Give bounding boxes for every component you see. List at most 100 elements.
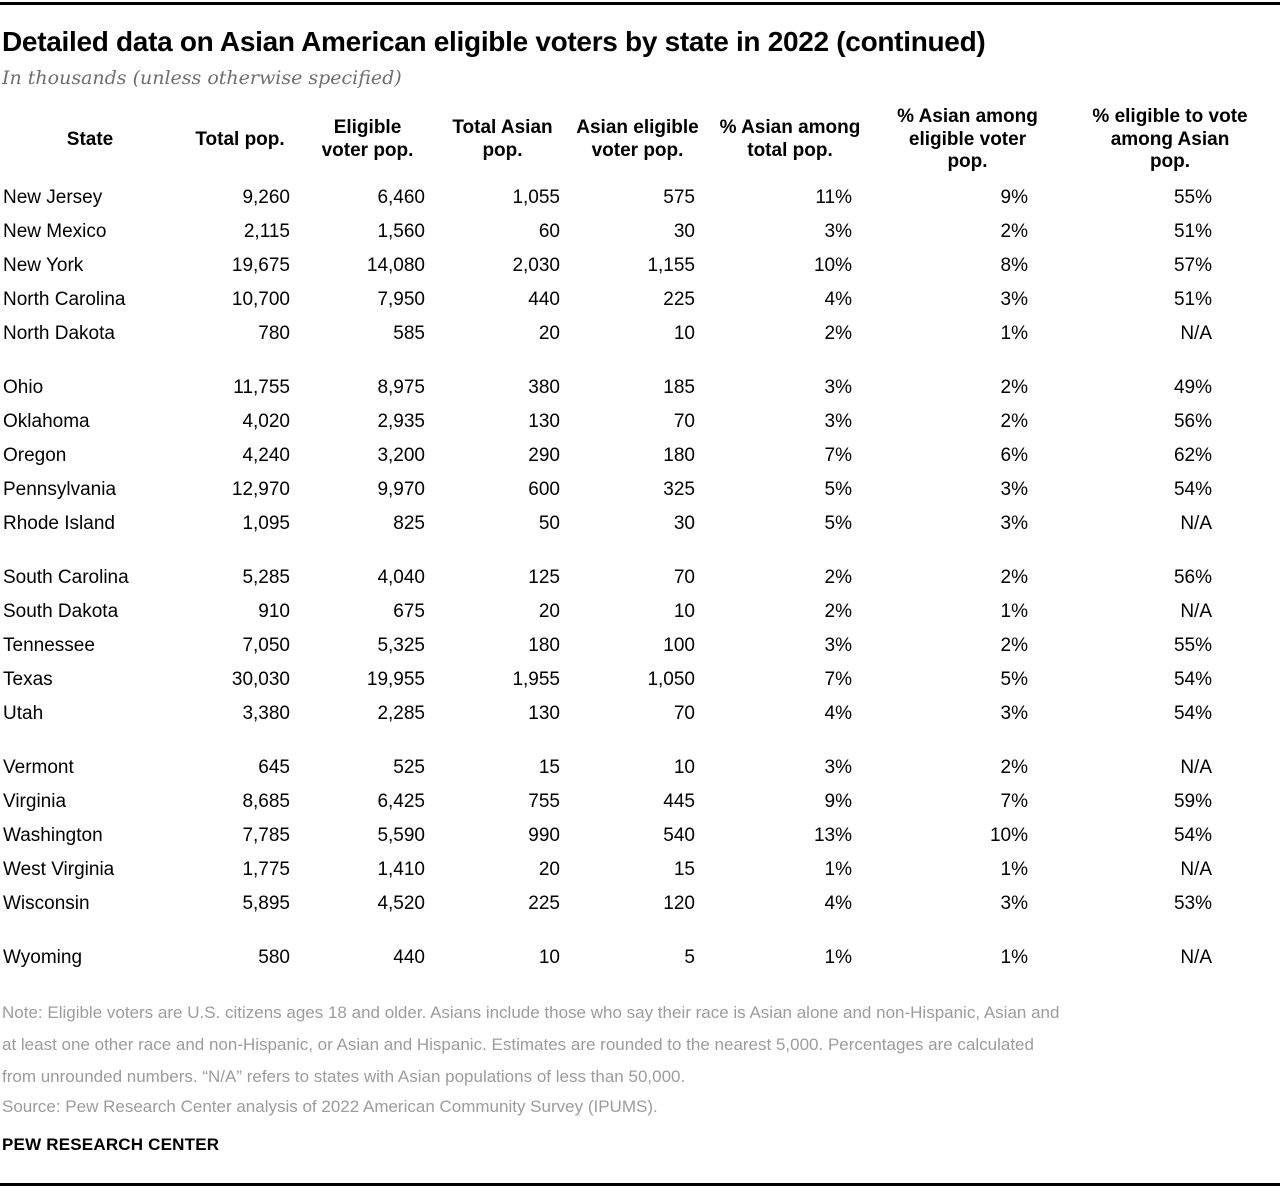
table-cell: 11,755 <box>233 376 290 398</box>
table-cell: 8,975 <box>377 376 425 398</box>
table-cell: 20 <box>538 600 560 622</box>
table-cell: 1% <box>1000 858 1028 880</box>
table-cell: 54% <box>1173 478 1212 500</box>
table-cell: 3% <box>1000 892 1028 914</box>
table-cell: New Mexico <box>3 220 107 242</box>
table-cell: N/A <box>1180 858 1212 880</box>
group-spacer-row <box>0 541 1280 561</box>
table-cell: 7% <box>824 444 852 466</box>
table-cell: 13% <box>813 824 852 846</box>
table-cell: 3% <box>824 376 852 398</box>
bottom-rule <box>0 1183 1280 1186</box>
table-cell: 180 <box>663 444 695 466</box>
table-header-cell: Asian eligible voter pop. <box>576 117 699 161</box>
table-cell: Tennessee <box>3 634 95 656</box>
group-spacer-row <box>0 731 1280 751</box>
table-cell: 1,050 <box>647 668 695 690</box>
table-cell: 225 <box>528 892 560 914</box>
table-cell: 2% <box>824 600 852 622</box>
table-cell: 8,685 <box>242 790 290 812</box>
table-cell: 57% <box>1173 254 1212 276</box>
table-cell: 30 <box>673 220 695 242</box>
table-cell: Utah <box>3 702 44 724</box>
table-cell: 1,410 <box>377 858 425 880</box>
table-cell: 445 <box>663 790 695 812</box>
table-row: Vermont 645 525 15 10 3% 2% N/A <box>0 751 1280 785</box>
table-cell: 5,590 <box>377 824 425 846</box>
table-row: Tennessee 7,050 5,325 180 100 3% 2% 55% <box>0 629 1280 663</box>
table-cell: Vermont <box>3 756 74 778</box>
table-row: South Dakota 910 675 20 10 2% 1% N/A <box>0 595 1280 629</box>
table-cell: 380 <box>528 376 560 398</box>
table-cell: 675 <box>393 600 425 622</box>
table-cell: 2% <box>1000 756 1028 778</box>
table-cell: 10% <box>989 824 1028 846</box>
table-cell: 30 <box>673 512 695 534</box>
table-cell: 60 <box>538 220 560 242</box>
table-cell: 4,520 <box>377 892 425 914</box>
table-cell: 70 <box>673 566 695 588</box>
table-cell: 9% <box>1000 186 1028 208</box>
table-cell: 9,970 <box>377 478 425 500</box>
table-cell: 2% <box>1000 220 1028 242</box>
table-cell: 5,895 <box>242 892 290 914</box>
table-cell: 2,935 <box>377 410 425 432</box>
table-cell: Ohio <box>3 376 44 398</box>
table-header-cell: Eligible voter pop. <box>321 117 414 161</box>
table-cell: South Dakota <box>3 600 119 622</box>
table-row: Wyoming 580 440 10 5 1% 1% N/A <box>0 941 1280 975</box>
table-cell: 180 <box>528 634 560 656</box>
table-cell: 50 <box>538 512 560 534</box>
page-subtitle: In thousands (unless otherwise specified… <box>2 66 402 89</box>
table-cell: 100 <box>663 634 695 656</box>
table-cell: West Virginia <box>3 858 115 880</box>
table-row: North Dakota 780 585 20 10 2% 1% N/A <box>0 317 1280 351</box>
table-cell: 575 <box>663 186 695 208</box>
table-cell: Texas <box>3 668 53 690</box>
table-cell: 30,030 <box>231 668 290 690</box>
table-cell: Oklahoma <box>3 410 90 432</box>
table-cell: 1% <box>824 946 852 968</box>
source-text: Source: Pew Research Center analysis of … <box>2 1096 658 1116</box>
table-cell: 2% <box>1000 376 1028 398</box>
table-row: Washington 7,785 5,590 990 540 13% 10% 54% <box>0 819 1280 853</box>
table-cell: New York <box>3 254 84 276</box>
table-cell: 540 <box>663 824 695 846</box>
table-cell: 5% <box>1000 668 1028 690</box>
table-cell: 54% <box>1173 668 1212 690</box>
table-cell: Wisconsin <box>3 892 90 914</box>
table-cell: 3% <box>1000 512 1028 534</box>
table-header-row: State Total pop. Eligible voter pop. Total … <box>0 103 1280 181</box>
table-cell: 130 <box>528 702 560 724</box>
group-spacer-row <box>0 351 1280 371</box>
table-cell: 4% <box>824 288 852 310</box>
table-cell: Washington <box>3 824 103 846</box>
table-cell: 600 <box>528 478 560 500</box>
table-cell: 910 <box>258 600 290 622</box>
table-row: Oregon 4,240 3,200 290 180 7% 6% 62% <box>0 439 1280 473</box>
table-cell: 70 <box>673 702 695 724</box>
table-cell: 49% <box>1173 376 1212 398</box>
table-header-cell: Total pop. <box>195 128 285 150</box>
table-row: New Mexico 2,115 1,560 60 30 3% 2% 51% <box>0 215 1280 249</box>
table-cell: 59% <box>1173 790 1212 812</box>
table-cell: 10,700 <box>231 288 290 310</box>
group-spacer-row <box>0 921 1280 941</box>
table-cell: 3% <box>824 220 852 242</box>
table-row: Texas 30,030 19,955 1,955 1,050 7% 5% 54% <box>0 663 1280 697</box>
table-cell: 1,095 <box>242 512 290 534</box>
table-cell: 1,055 <box>512 186 560 208</box>
table-cell: 290 <box>528 444 560 466</box>
table-cell: 185 <box>663 376 695 398</box>
table-cell: 2% <box>1000 634 1028 656</box>
table-cell: Oregon <box>3 444 67 466</box>
table-cell: 125 <box>528 566 560 588</box>
table-cell: 9,260 <box>242 186 290 208</box>
table-cell: 1,955 <box>512 668 560 690</box>
table-cell: 580 <box>258 946 290 968</box>
table-cell: 8% <box>1000 254 1028 276</box>
table-cell: 7,050 <box>242 634 290 656</box>
table-cell: 5% <box>824 512 852 534</box>
table-cell: 990 <box>528 824 560 846</box>
table-cell: 2% <box>824 322 852 344</box>
